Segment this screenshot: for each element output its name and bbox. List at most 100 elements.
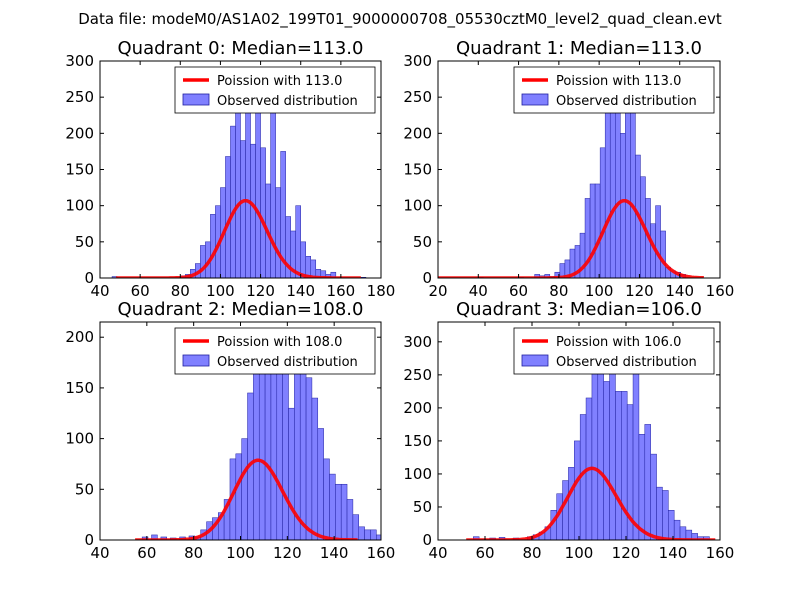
x-tick-label: 60 [475, 544, 494, 562]
panel-quadrant-1: 20 40 60 80 100 120 140 160 0 50 100 150 200 250 300 Qu… [403, 38, 734, 300]
x-tick-label: 140 [659, 544, 688, 562]
hist-bar [241, 438, 248, 540]
panel-quadrant-0: 40 60 80 100 120 140 160 180 0 50 100 150 200 250 300 Q… [65, 38, 395, 300]
x-tick-label: 100 [226, 544, 255, 562]
legend-entry-poisson: Poission with 108.0 [217, 335, 342, 350]
x-tick-label: 60 [137, 544, 156, 562]
x-tick-label: 40 [90, 544, 109, 562]
x-tick-label: 140 [320, 544, 349, 562]
x-tick-label: 60 [509, 282, 528, 300]
hist-bar [632, 361, 640, 540]
hist-bar [275, 187, 281, 278]
hist-bar [346, 499, 354, 540]
hist-bar [650, 453, 657, 540]
x-tick-label: 40 [469, 282, 488, 300]
y-tick-label: 250 [403, 88, 432, 106]
y-tick-label: 250 [403, 366, 432, 384]
x-tick-label: 160 [706, 544, 735, 562]
hist-bar [679, 526, 687, 540]
hist-bar [370, 529, 377, 540]
hist-bar [604, 104, 611, 278]
hist-bar [599, 147, 606, 278]
hist-bar [609, 371, 616, 540]
x-tick-label: 40 [428, 544, 447, 562]
hist-bar [323, 458, 330, 540]
hist-bar [358, 526, 365, 540]
hist-bar [240, 140, 246, 278]
hist-bar [311, 397, 319, 540]
x-tick-label: 40 [90, 282, 109, 300]
panel-title: Quadrant 2: Median=108.0 [118, 299, 364, 320]
panel-title: Quadrant 3: Median=106.0 [456, 299, 702, 320]
legend-entry-observed: Observed distribution [556, 94, 697, 109]
y-tick-label: 150 [403, 161, 432, 179]
hist-bar [270, 350, 278, 540]
panel-title: Quadrant 1: Median=113.0 [456, 38, 702, 59]
hist-bar [305, 377, 313, 540]
x-tick-label: 80 [549, 282, 568, 300]
hist-bar [260, 147, 266, 278]
x-tick-label: 120 [273, 544, 302, 562]
hist-bar [300, 241, 306, 278]
hist-bar [621, 391, 628, 540]
hist-bar [253, 372, 260, 540]
y-tick-label: 0 [422, 531, 432, 549]
y-tick-label: 100 [65, 197, 94, 215]
y-tick-label: 100 [403, 465, 432, 483]
hist-bar [644, 424, 651, 540]
hist-bar [280, 151, 286, 278]
x-tick-label: 20 [428, 282, 447, 300]
legend-bar-swatch [521, 354, 549, 367]
y-tick-label: 200 [403, 124, 432, 142]
y-tick-label: 150 [403, 432, 432, 450]
y-tick-label: 0 [84, 269, 94, 287]
y-tick-label: 50 [413, 498, 432, 516]
x-tick-label: 120 [612, 544, 641, 562]
hist-bar [603, 381, 610, 540]
hist-bar [597, 364, 604, 540]
hist-bar [382, 535, 388, 540]
hist-bar [352, 514, 360, 540]
hist-bar [317, 428, 324, 540]
hist-bar [235, 100, 241, 278]
hist-bar [200, 245, 206, 278]
x-tick-label: 100 [585, 282, 614, 300]
hist-bar [376, 534, 381, 540]
x-tick-label: 80 [171, 282, 190, 300]
hist-bar [255, 107, 261, 278]
y-tick-label: 150 [65, 161, 94, 179]
hist-bar [250, 143, 256, 278]
hist-bar [594, 183, 601, 278]
y-tick-label: 300 [403, 52, 432, 70]
hist-bar [230, 125, 236, 278]
x-tick-label: 60 [131, 282, 150, 300]
y-tick-label: 0 [84, 531, 94, 549]
legend-bar-swatch [182, 93, 210, 106]
y-tick-label: 200 [65, 124, 94, 142]
y-tick-label: 100 [403, 197, 432, 215]
hist-bar [574, 440, 581, 540]
hist-bar [625, 96, 631, 278]
x-tick-label: 160 [706, 282, 735, 300]
x-tick-label: 140 [286, 282, 315, 300]
hist-bar [673, 519, 681, 540]
x-tick-label: 120 [246, 282, 275, 300]
x-tick-label: 120 [625, 282, 654, 300]
legend-entry-observed: Observed distribution [556, 355, 697, 370]
y-tick-label: 200 [65, 328, 94, 346]
y-tick-label: 150 [65, 379, 94, 397]
legend-entry-poisson: Poission with 113.0 [556, 74, 681, 89]
hist-bar [568, 467, 575, 540]
x-tick-label: 80 [184, 544, 203, 562]
y-tick-label: 50 [413, 233, 432, 251]
panel-quadrant-2: 40 60 80 100 120 140 160 0 50 100 150 200 Quadrant 2… [65, 299, 395, 562]
hist-bar [282, 357, 289, 540]
x-tick-label: 100 [206, 282, 235, 300]
hist-bar [151, 534, 158, 540]
figure-title: Data file: modeM0/AS1A02_199T01_90000007… [78, 10, 722, 29]
hist-bar [330, 271, 337, 278]
legend-entry-observed: Observed distribution [217, 94, 358, 109]
legend-bar-swatch [521, 93, 549, 106]
poisson-curve [438, 198, 704, 278]
hist-bar [258, 359, 266, 540]
